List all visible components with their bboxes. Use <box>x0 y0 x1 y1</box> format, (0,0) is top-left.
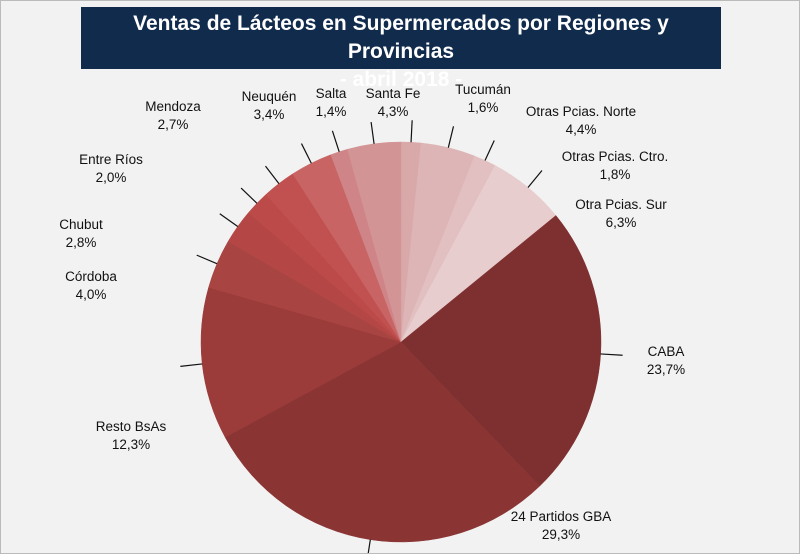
leader-line <box>484 140 495 161</box>
data-label: Otras Pcias. Norte 4,4% <box>526 104 636 137</box>
data-label: Salta 1,4% <box>316 86 347 119</box>
leader-line <box>367 539 371 553</box>
data-label: Santa Fe 4,3% <box>366 86 421 119</box>
leader-line <box>300 143 312 164</box>
leader-line <box>219 213 239 227</box>
title-line-1: Ventas de Lácteos en Supermercados por R… <box>133 12 669 63</box>
data-label: Córdoba 4,0% <box>65 269 117 302</box>
data-label: Chubut 2,8% <box>59 217 103 250</box>
data-label: 24 Partidos GBA 29,3% <box>511 509 612 542</box>
title-line-2: - abril 2018 - <box>339 68 463 91</box>
data-label: Otras Pcias. Ctro. 1,8% <box>562 149 669 182</box>
data-label: Mendoza 2,7% <box>145 99 201 132</box>
leader-line <box>265 165 280 184</box>
chart-title: Ventas de Lácteos en Supermercados por R… <box>81 7 721 91</box>
leader-line <box>447 126 455 148</box>
pie-slice-santa-fe <box>347 141 402 343</box>
data-label: Entre Ríos 2,0% <box>79 152 143 185</box>
leader-line <box>331 130 340 152</box>
leader-line <box>527 170 543 188</box>
leader-line <box>600 353 623 356</box>
data-label: Otra Pcias. Sur 6,3% <box>575 197 667 230</box>
data-label: Tucumán 1,6% <box>455 82 511 115</box>
data-label: Resto BsAs 12,3% <box>96 419 167 452</box>
leader-line <box>180 363 203 367</box>
leader-line <box>240 187 258 204</box>
data-label: Neuquén 3,4% <box>242 89 297 122</box>
data-label: CABA 23,7% <box>647 344 685 377</box>
leader-line <box>370 121 375 144</box>
leader-line <box>410 120 413 143</box>
leader-line <box>196 254 218 265</box>
